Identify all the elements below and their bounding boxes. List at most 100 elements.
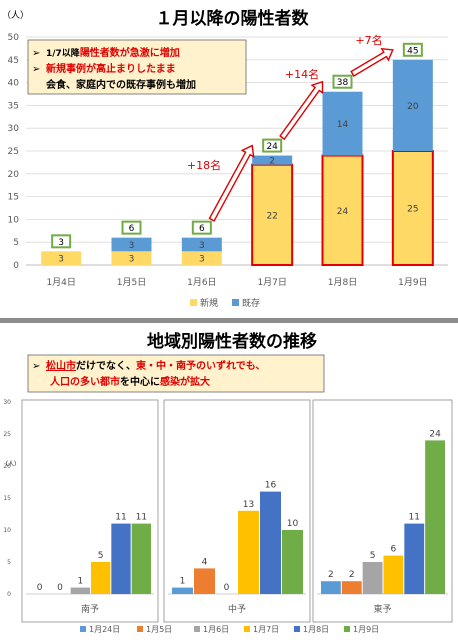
chart1-note-line: 1/7以降陽性者数が急激に増加 — [46, 46, 180, 59]
chart1-bar-value-label: 25 — [407, 205, 418, 215]
chart1-ytick-label: 30 — [8, 124, 20, 134]
chart1-xtick-label: 1月8日 — [328, 277, 357, 288]
chart2-legend-swatch — [244, 626, 250, 632]
chart1-legend-swatch — [232, 299, 239, 306]
chart1-total-label: 3 — [58, 238, 64, 248]
chart2-bar — [362, 562, 383, 594]
chart2-ytick-label: 30 — [3, 399, 11, 406]
chart1-total-label: 45 — [407, 46, 418, 56]
chart1-legend-label: 新規 — [200, 297, 218, 309]
chart1-ytick-label: 45 — [8, 56, 19, 66]
chart2-bar — [91, 562, 111, 594]
chart2-legend-swatch — [80, 626, 86, 632]
section-divider — [0, 318, 458, 323]
chart2-bar — [341, 581, 362, 594]
chart1-total-box — [121, 220, 142, 235]
chart1-increase-label: +14名 — [285, 67, 319, 81]
chart1-bar-value-label: 20 — [407, 102, 419, 112]
chart2-bar-value-label: 13 — [243, 500, 254, 510]
chart1-xtick-label: 1月9日 — [398, 277, 427, 288]
chart1-ytick-label: 50 — [8, 33, 20, 43]
chart2-bar-value-label: 4 — [202, 557, 208, 567]
chart1-xtick-label: 1月7日 — [257, 277, 286, 288]
chart1-bar-value-label: 14 — [337, 120, 349, 130]
chart2-bar-value-label: 11 — [409, 513, 420, 523]
chart1-total-label: 6 — [199, 224, 205, 234]
chart1-xtick-label: 1月4日 — [46, 277, 75, 288]
chart2-bar — [238, 510, 259, 594]
chart1-note-box — [27, 39, 247, 95]
chart1-bar-value-label: 2 — [269, 157, 275, 167]
chart1-total-label: 6 — [129, 224, 135, 234]
chart1-ytick-label: 0 — [13, 261, 19, 271]
chart1-total-label: 38 — [337, 78, 349, 88]
chart1-bar-value-label: 3 — [199, 241, 205, 251]
chart2-note-line: 人口の多い都市を中心に感染が拡大 — [50, 375, 210, 388]
chart1-note-segment: 1/7以降 — [46, 47, 81, 59]
chart1-ytick-label: 10 — [8, 215, 20, 225]
chart2-bar — [282, 530, 303, 594]
chart2-bar-value-label: 2 — [328, 570, 334, 580]
chart2-group-label: 南予 — [81, 603, 99, 615]
chart1-increase-label: +7名 — [355, 33, 382, 47]
chart2-bar-value-label: 6 — [391, 545, 397, 555]
chart2-group-label: 中予 — [228, 603, 246, 615]
chart1-bar-new — [41, 251, 82, 265]
chart2-ytick-label: 15 — [3, 495, 11, 502]
chart1-increase-arrow — [350, 47, 394, 77]
chart2-bar-value-label: 11 — [115, 513, 126, 523]
chart2-legend-swatch — [344, 626, 350, 632]
chart1-title: １月以降の陽性者数 — [156, 8, 310, 29]
chart1-bar-existing — [322, 91, 363, 156]
chart1-total-box — [332, 74, 353, 89]
chart2-note-segment: 松山市 — [46, 359, 76, 372]
chart2-bar-value-label: 0 — [224, 583, 230, 593]
chart2-bar-value-label: 16 — [265, 481, 277, 491]
chart1-ytick-label: 20 — [8, 170, 20, 180]
chart1-note-bullet: ➢ — [32, 64, 40, 75]
chart2-bar — [383, 555, 404, 594]
chart2-note-segment: 人口の多い都市 — [50, 375, 120, 388]
chart2-legend-label: 1月8日 — [303, 625, 329, 634]
chart2-bar-value-label: 11 — [136, 513, 147, 523]
chart1-bar-new — [391, 150, 434, 266]
chart1-increase-arrow — [279, 80, 324, 141]
chart1-total-box — [402, 42, 423, 57]
chart2-note-segment: 東・中・南予のいずれでも、 — [136, 359, 265, 372]
chart2-title: 地域別陽性者数の推移 — [147, 331, 317, 352]
chart2-ytick-label: 0 — [7, 591, 11, 598]
chart2-bar-value-label: 2 — [349, 570, 355, 580]
chart1-bar-value-label: 24 — [337, 207, 349, 217]
chart2-note-segment: 感染が拡大 — [160, 375, 210, 388]
chart1-bar-existing — [181, 237, 222, 252]
chart1-note-bullet: ➢ — [32, 48, 40, 59]
chart1-bar-value-label: 3 — [129, 241, 135, 251]
chart2-bar-value-label: 24 — [429, 429, 441, 439]
chart2-bar-value-label: 5 — [370, 551, 376, 561]
chart2-bar-value-label: 1 — [180, 577, 186, 587]
chart2-bar — [131, 523, 151, 594]
chart2-bar — [70, 587, 90, 594]
chart1-bar-value-label: 3 — [129, 255, 135, 265]
chart1-total-box — [51, 234, 72, 249]
chart1-note-segment: 会食、家庭内での既存事例も増加 — [46, 78, 196, 91]
chart2-legend-label: 1月6日 — [203, 625, 229, 634]
chart2-note-segment: だけでなく、 — [76, 360, 136, 372]
chart1-bar-value-label: 3 — [58, 255, 64, 265]
chart1-ytick-label: 15 — [8, 193, 19, 203]
chart2-bar-value-label: 0 — [37, 583, 43, 593]
chart1-note-line: 会食、家庭内での既存事例も増加 — [46, 78, 196, 91]
chart1-total-box — [191, 220, 212, 235]
chart1-bar-new — [181, 251, 222, 265]
chart1-bar-existing — [111, 237, 152, 252]
chart2-note-line: 松山市だけでなく、東・中・南予のいずれでも、 — [46, 359, 265, 372]
chart1-note-segment: 新規事例が高止まりしたまま — [46, 62, 176, 75]
chart2-bar-value-label: 10 — [287, 519, 299, 529]
chart1-xtick-label: 1月6日 — [187, 277, 216, 288]
chart1-xtick-label: 1月5日 — [117, 277, 146, 288]
chart1-bar-value-label: 22 — [266, 211, 277, 221]
chart1-legend-swatch — [190, 299, 197, 306]
chart1-legend-label: 既存 — [242, 297, 260, 309]
chart2-legend-swatch — [194, 626, 200, 632]
